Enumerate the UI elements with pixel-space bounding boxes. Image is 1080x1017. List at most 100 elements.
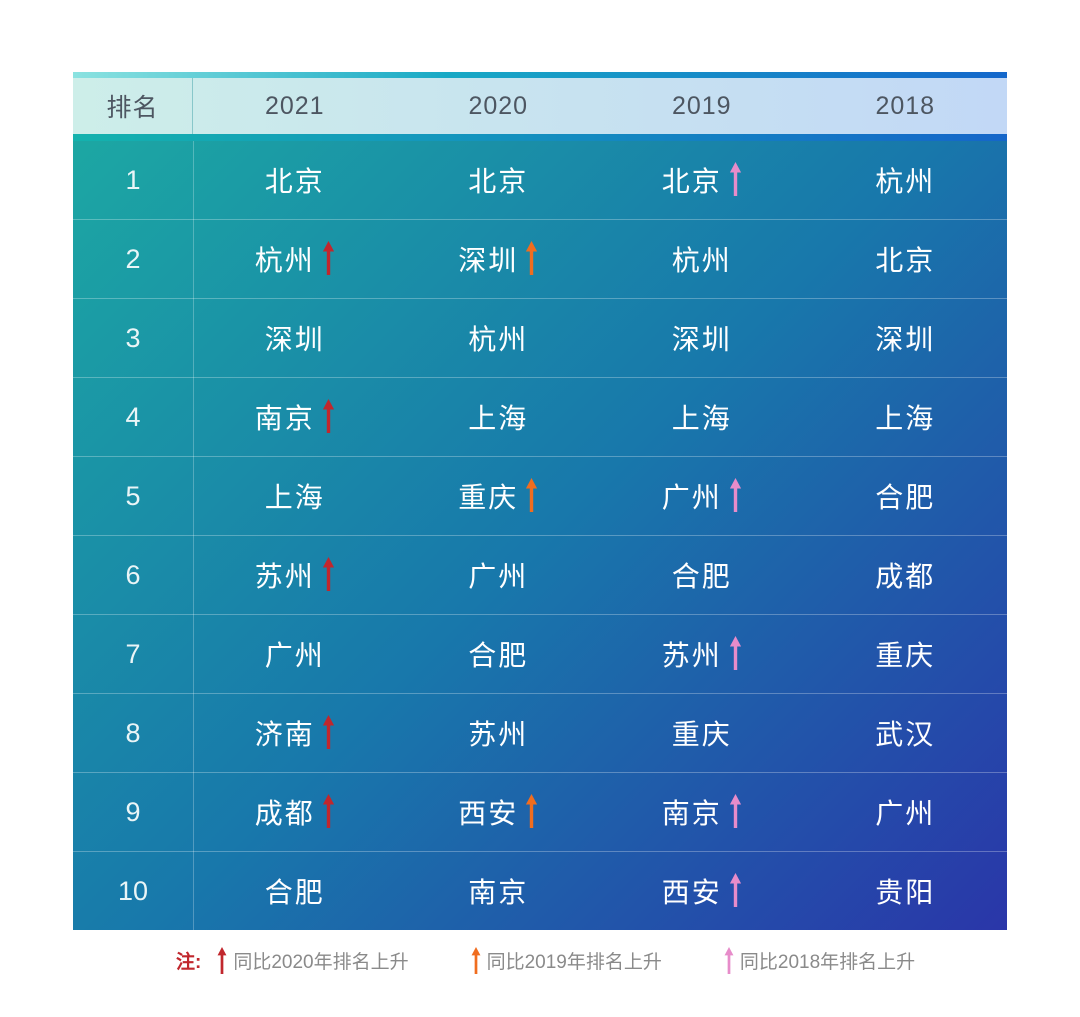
city-name: 苏州 [254, 561, 315, 592]
rank-column-divider [193, 141, 194, 930]
city-name: 重庆 [458, 482, 519, 513]
city-cell-2019: 苏州 [600, 634, 804, 674]
city-cell-2018: 重庆 [804, 634, 1008, 674]
legend-item-red-arrow: 同比2020年排名上升 [217, 947, 409, 974]
city-name: 上海 [671, 403, 732, 434]
table-row-rank-10: 10 合肥 南京 西安 贵阳 [73, 851, 1007, 930]
city-name: 西安 [458, 798, 519, 829]
rank-number: 3 [125, 322, 141, 353]
city-name: 深圳 [458, 245, 519, 276]
rank-number: 10 [117, 875, 149, 906]
city-name: 南京 [254, 403, 315, 434]
city-cell-2018: 广州 [804, 792, 1008, 832]
city-cell-2018: 成都 [804, 555, 1008, 595]
table-row-rank-6: 6 苏州 广州 合肥 成都 [73, 535, 1007, 614]
city-cell-2021: 济南 [193, 713, 397, 753]
rank-up-arrow-icon-red [322, 715, 334, 749]
city-name: 北京 [875, 245, 936, 276]
city-name: 深圳 [671, 324, 732, 355]
header-bottom-accent-bar [73, 134, 1007, 141]
table-header-row: 排名 2021 2020 2019 2018 [73, 78, 1007, 134]
city-name: 济南 [254, 719, 315, 750]
city-cell-2020: 合肥 [397, 634, 601, 674]
city-name: 南京 [468, 877, 529, 908]
table-body: 1 北京 北京 北京 杭州 2 杭州 深圳 杭州 北京 3 深圳 杭州 深圳 深圳 4 南京 上海 上海 上海 5 上海重… [73, 141, 1007, 930]
city-name: 深圳 [875, 324, 936, 355]
rank-up-arrow-icon-orange [526, 478, 538, 512]
legend-note-label: 注: [176, 952, 202, 973]
city-name: 广州 [875, 798, 936, 829]
city-name: 西安 [661, 877, 722, 908]
city-cell-2018: 贵阳 [804, 871, 1008, 911]
city-cell-2018: 北京 [804, 239, 1008, 279]
city-cell-2019: 深圳 [600, 318, 804, 358]
rank-up-arrow-icon-red [322, 794, 334, 828]
rank-up-arrow-icon-orange [526, 794, 538, 828]
city-name: 成都 [254, 798, 315, 829]
city-name: 重庆 [671, 719, 732, 750]
city-name: 广州 [264, 640, 325, 671]
rank-number: 2 [125, 243, 141, 274]
city-cell-2020: 重庆 [397, 476, 601, 516]
city-cell-2020: 杭州 [397, 318, 601, 358]
city-cell-2019: 合肥 [600, 555, 804, 595]
ranking-table: 排名 2021 2020 2019 2018 1 北京 北京 北京 杭州 2 杭州 深圳 杭州 北京 3 深圳… [73, 72, 1007, 930]
city-name: 深圳 [264, 324, 325, 355]
table-row-rank-2: 2 杭州 深圳 杭州 北京 [73, 219, 1007, 298]
rank-up-arrow-icon-pink [729, 794, 741, 828]
rank-up-arrow-icon-pink [729, 478, 741, 512]
city-cell-2020: 南京 [397, 871, 601, 911]
rank-up-arrow-icon-pink [729, 636, 741, 670]
city-cell-2018: 武汉 [804, 713, 1008, 753]
city-name: 合肥 [264, 877, 325, 908]
city-cell-2021: 合肥 [193, 871, 397, 911]
legend-item-pink-arrow: 同比2018年排名上升 [724, 947, 915, 974]
city-name: 上海 [264, 482, 325, 513]
city-name: 杭州 [254, 245, 315, 276]
city-name: 苏州 [468, 719, 529, 750]
city-cell-2020: 北京 [397, 160, 601, 200]
city-cell-2020: 深圳 [397, 239, 601, 279]
city-cell-2020: 苏州 [397, 713, 601, 753]
city-cell-2020: 西安 [397, 792, 601, 832]
city-name: 贵阳 [875, 877, 936, 908]
city-cell-2019: 南京 [600, 792, 804, 832]
city-name: 杭州 [468, 324, 529, 355]
city-name: 苏州 [661, 640, 722, 671]
rank-number: 5 [125, 480, 141, 511]
legend-item-text: 同比2019年排名上升 [486, 952, 662, 973]
city-name: 上海 [468, 403, 529, 434]
city-cell-2018: 杭州 [804, 160, 1008, 200]
city-cell-2019: 杭州 [600, 239, 804, 279]
city-cell-2021: 成都 [193, 792, 397, 832]
city-cell-2021: 上海 [193, 476, 397, 516]
rank-number: 8 [125, 717, 141, 748]
rank-number: 9 [125, 796, 141, 827]
city-name: 重庆 [875, 640, 936, 671]
table-row-rank-3: 3 深圳 杭州 深圳 深圳 [73, 298, 1007, 377]
table-row-rank-9: 9 成都 西安 南京 广州 [73, 772, 1007, 851]
column-header-rank: 排名 [73, 78, 193, 134]
city-cell-2019: 西安 [600, 871, 804, 911]
rank-up-arrow-icon-pink [729, 162, 741, 196]
rank-up-arrow-icon-red [217, 947, 227, 974]
city-name: 广州 [661, 482, 722, 513]
rank-number: 4 [125, 401, 141, 432]
city-cell-2021: 苏州 [193, 555, 397, 595]
city-cell-2018: 上海 [804, 397, 1008, 437]
city-name: 成都 [875, 561, 936, 592]
city-cell-2021: 广州 [193, 634, 397, 674]
table-row-rank-4: 4 南京 上海 上海 上海 [73, 377, 1007, 456]
table-row-rank-1: 1 北京 北京 北京 杭州 [73, 141, 1007, 219]
city-cell-2019: 广州 [600, 476, 804, 516]
column-header-year-2019: 2019 [671, 91, 732, 120]
rank-number: 1 [125, 164, 141, 195]
city-cell-2020: 广州 [397, 555, 601, 595]
city-name: 武汉 [875, 719, 936, 750]
city-cell-2019: 上海 [600, 397, 804, 437]
rank-up-arrow-icon-pink [724, 947, 734, 974]
rank-number: 7 [125, 638, 141, 669]
table-top-accent-bar [73, 72, 1007, 78]
city-name: 上海 [875, 403, 936, 434]
